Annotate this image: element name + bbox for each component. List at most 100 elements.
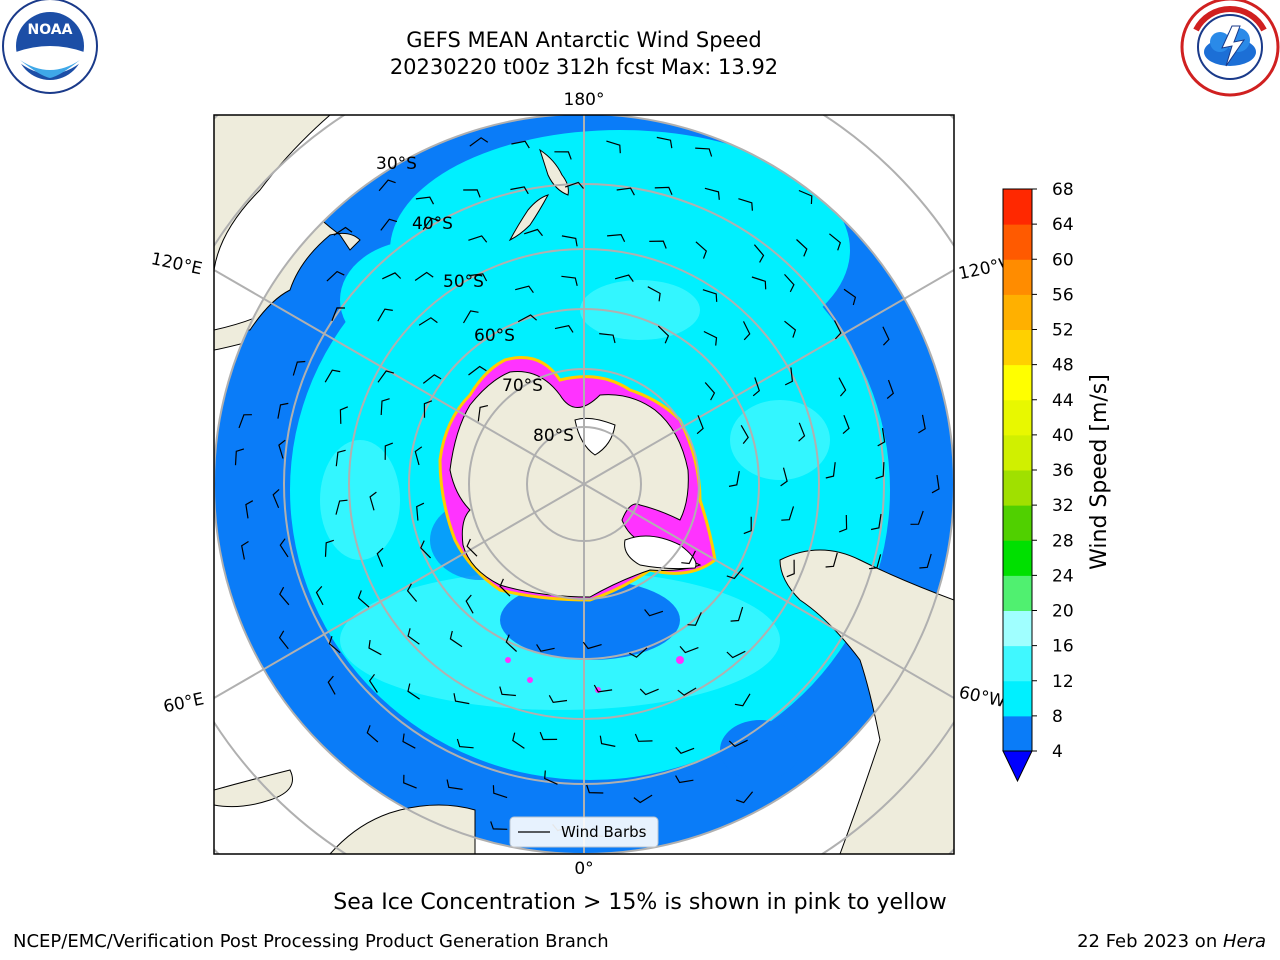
colorbar-segment	[1003, 364, 1032, 401]
wind-barb	[730, 606, 744, 622]
wind-barb	[326, 270, 345, 282]
wind-barb	[649, 240, 667, 249]
wind-barb	[512, 732, 525, 749]
colorbar-segment	[1003, 224, 1032, 260]
wind-barb	[277, 402, 289, 419]
colorbar-segment	[1003, 505, 1032, 541]
wind-barb	[245, 500, 254, 519]
colorbar-segment	[1003, 610, 1032, 647]
colorbar-tick-label: 32	[1052, 496, 1074, 516]
wind-barb	[726, 650, 746, 659]
wind-barb	[536, 644, 555, 652]
wind-barb	[582, 641, 602, 650]
lat-label-70s: 70°S	[502, 376, 543, 396]
wind-barb	[279, 538, 289, 558]
colorbar-tick-label: 40	[1052, 426, 1074, 446]
wind-barb	[752, 377, 761, 397]
map-legend: Wind Barbs	[509, 816, 659, 848]
wind-barb	[339, 406, 349, 424]
wind-barb	[781, 506, 795, 521]
wind-barb	[382, 272, 402, 280]
nws-logo	[1180, 0, 1280, 97]
colorbar-extend-arrow	[1002, 750, 1033, 783]
wind-barb	[681, 550, 696, 565]
wind-barb	[278, 439, 286, 459]
wind-barb	[407, 683, 420, 700]
lon-label-60w: 60°W	[957, 683, 1007, 712]
wind-barb	[422, 217, 440, 230]
wind-barb	[798, 422, 806, 442]
colorbar-tick-label: 28	[1052, 531, 1074, 551]
colorbar-segment	[1003, 259, 1032, 295]
map-frame	[213, 114, 955, 855]
wind-barb	[687, 612, 702, 626]
wind-barb	[838, 514, 848, 533]
wind-barb	[657, 325, 670, 344]
wind-barbs	[234, 136, 940, 837]
wind-barb	[868, 554, 882, 570]
noaa-logo-text: NOAA	[28, 22, 73, 38]
wind-barb	[910, 510, 924, 525]
wind-barb	[272, 488, 280, 509]
wind-barb	[279, 586, 290, 606]
wind-barb	[738, 198, 753, 211]
wind-barb	[639, 688, 659, 696]
wind-barb	[539, 731, 558, 741]
wind-barb	[654, 186, 673, 195]
wind-barb	[418, 317, 438, 326]
wind-barb	[238, 414, 252, 429]
wind-barb	[784, 367, 794, 386]
wind-barb	[877, 428, 886, 447]
wind-barb	[607, 233, 626, 243]
wind-barb	[829, 233, 842, 251]
colorbar-tick-label: 24	[1052, 566, 1074, 586]
wind-barb	[786, 559, 795, 578]
wind-barb	[357, 590, 370, 608]
wind-barb	[490, 821, 508, 830]
wind-barb	[647, 286, 661, 302]
wind-barb	[833, 320, 842, 340]
colorbar-segment	[1003, 645, 1032, 682]
wind-barb	[376, 547, 384, 567]
wind-barb	[324, 539, 334, 557]
wind-barb	[931, 475, 940, 494]
wind-barb	[704, 382, 716, 401]
wind-barb	[675, 746, 695, 755]
lat-label-30s: 30°S	[376, 154, 417, 174]
lon-label-120e: 120°E	[149, 249, 204, 279]
wind-barb	[561, 275, 578, 286]
wind-barb	[335, 449, 346, 467]
colorbar-tick-label: 44	[1052, 391, 1074, 411]
wind-barb	[784, 273, 795, 293]
colorbar-tick-label: 48	[1052, 356, 1074, 376]
wind-barb	[380, 398, 390, 416]
wind-barb	[499, 686, 516, 697]
wind-barb	[414, 271, 434, 281]
wind-barb	[753, 244, 765, 263]
wind-barb	[599, 333, 616, 344]
wind-barb	[468, 235, 488, 243]
wind-barb	[633, 794, 653, 804]
map-area: Wind Barbs	[214, 115, 954, 854]
colorbar-segment	[1003, 434, 1032, 471]
wind-barb	[469, 137, 489, 147]
wind-barb	[544, 770, 558, 785]
wind-barb	[331, 307, 346, 322]
colorbar-segment	[1003, 715, 1032, 752]
wind-barb	[616, 187, 635, 196]
colorbar-tick-label: 16	[1052, 637, 1074, 657]
wind-barb	[456, 738, 474, 749]
wind-barb	[743, 516, 752, 535]
wind-barb	[586, 784, 604, 794]
wind-barb	[369, 491, 377, 511]
wind-barb	[511, 140, 530, 149]
wind-barb	[406, 583, 418, 602]
wind-barb	[328, 636, 341, 654]
lat-label-40s: 40°S	[412, 214, 453, 234]
colorbar-tick-label: 20	[1052, 602, 1074, 622]
wind-barb	[825, 552, 838, 568]
wind-barb	[416, 502, 425, 521]
wind-barb	[825, 462, 836, 479]
wind-barb	[462, 310, 479, 324]
